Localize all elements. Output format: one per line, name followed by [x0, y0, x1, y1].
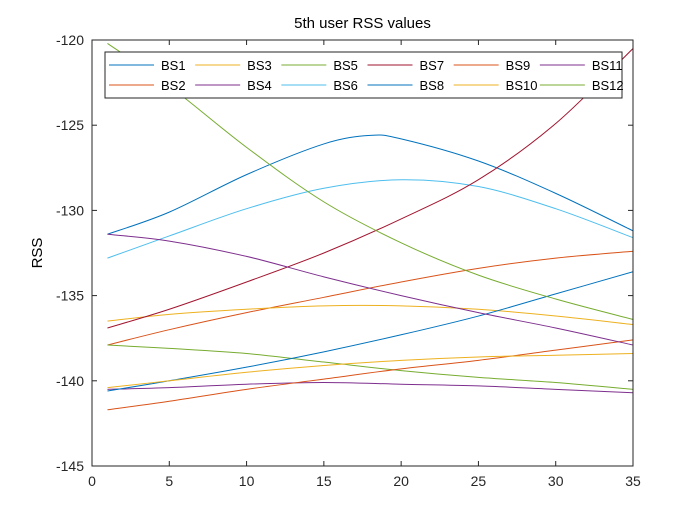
plot-area [92, 40, 633, 466]
legend-label-bs12: BS12 [592, 78, 624, 93]
x-tick-label: 5 [165, 473, 173, 489]
legend-label-bs11: BS11 [592, 58, 623, 73]
legend: BS1 BS2 BS3 BS4 BS5 BS6 BS7 BS8 BS9 BS10 BS11 BS12 [104, 51, 624, 99]
y-tick-label: -125 [56, 117, 84, 133]
legend-label-bs10: BS10 [506, 78, 538, 93]
legend-label-bs6: BS6 [333, 78, 358, 93]
series-line-bs4 [107, 382, 633, 394]
x-tick-label: 30 [548, 473, 564, 489]
x-tick-label: 20 [393, 473, 409, 489]
legend-label-bs9: BS9 [506, 58, 531, 73]
legend-label-bs3: BS3 [247, 58, 272, 73]
series-line-bs8 [107, 271, 633, 392]
legend-label-bs7: BS7 [420, 58, 445, 73]
series-line-bs6 [107, 179, 633, 259]
legend-label-bs8: BS8 [420, 78, 445, 93]
series-line-bs5 [107, 344, 633, 390]
legend-box [104, 51, 623, 99]
y-tick-label: -135 [56, 288, 84, 304]
x-tick-label: 25 [471, 473, 487, 489]
series-line-bs2 [107, 250, 633, 346]
y-tick-label: -140 [56, 373, 84, 389]
y-tick-label: -130 [56, 202, 84, 218]
series-line-bs9 [107, 339, 633, 411]
y-tick-label: -120 [56, 32, 84, 48]
x-tick-label: 10 [239, 473, 255, 489]
series-line-bs1 [107, 134, 633, 235]
y-axis-title: RSS [29, 238, 46, 269]
series-layer [107, 42, 633, 411]
x-tick-label: 35 [625, 473, 641, 489]
x-tick-label: 15 [316, 473, 332, 489]
x-tick-label: 0 [88, 473, 96, 489]
legend-label-bs2: BS2 [161, 78, 186, 93]
axes-box [91, 39, 634, 467]
series-line-bs11 [107, 233, 633, 346]
y-tick-label: -145 [56, 458, 84, 474]
legend-label-bs4: BS4 [247, 78, 272, 93]
chart-title: 5th user RSS values [294, 15, 431, 32]
series-line-bs3 [107, 304, 633, 326]
series-line-bs7 [107, 48, 633, 329]
axes-layer [91, 39, 634, 467]
ticks-layer: 0 5 10 15 20 25 30 35 -145 -140 -135 -130 -125 -120 [56, 32, 641, 489]
legend-label-bs5: BS5 [333, 58, 358, 73]
series-line-bs10 [107, 353, 633, 389]
legend-label-bs1: BS1 [161, 58, 186, 73]
